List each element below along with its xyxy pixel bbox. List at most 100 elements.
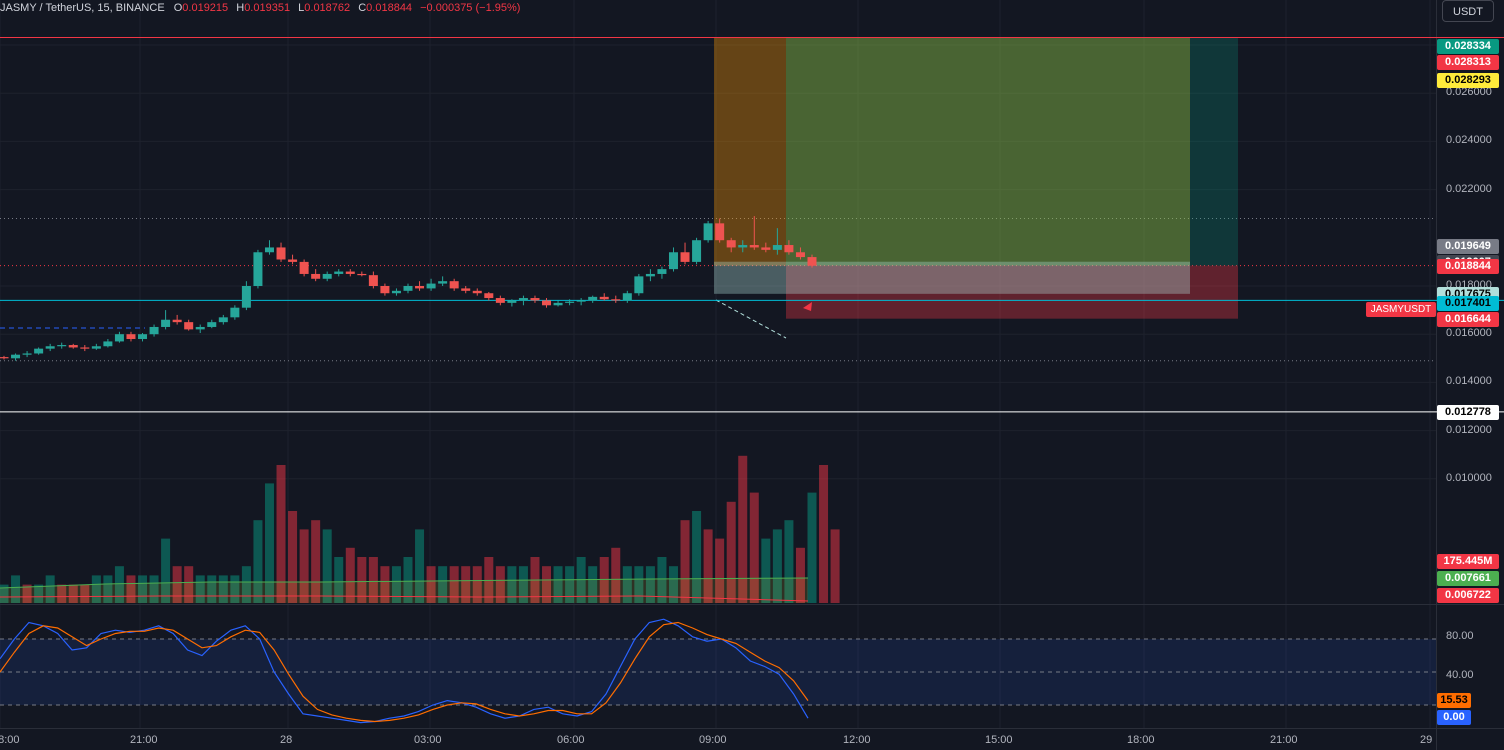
low-value: 0.018762: [304, 2, 351, 14]
candle-body: [565, 301, 575, 303]
volume-bar: [495, 566, 505, 603]
time-tick: 29: [1420, 734, 1433, 746]
candle-body: [668, 252, 678, 270]
time-tick: 12:00: [843, 734, 871, 746]
candle-body: [0, 357, 9, 359]
candle-body: [518, 298, 528, 301]
time-tick: 28: [280, 734, 293, 746]
candle-body: [172, 319, 182, 323]
volume-bar: [91, 575, 101, 603]
oscillator-badge: 15.53: [1437, 693, 1471, 708]
volume-bar: [195, 575, 205, 603]
time-tick: 21:00: [1270, 734, 1298, 746]
price-badge: 0.017401: [1437, 296, 1499, 312]
volume-bar: [207, 575, 217, 603]
candle-body: [784, 245, 794, 253]
volume-bar: [299, 529, 309, 603]
candle-body: [449, 281, 459, 289]
price-badge: 0.018844: [1437, 258, 1499, 274]
candle-body: [738, 245, 748, 248]
volume-bar: [819, 465, 829, 603]
volume-bar: [253, 520, 263, 603]
candle-body: [542, 300, 552, 306]
price-badge: 0.028313: [1437, 55, 1499, 70]
high-label: H: [236, 2, 245, 14]
volume-bar: [692, 511, 702, 603]
candle-body: [311, 273, 321, 279]
volume-bar: [622, 566, 632, 603]
high-value: 0.019351: [244, 2, 291, 14]
candle-body: [299, 261, 309, 274]
candle-body: [807, 257, 817, 266]
stoch-band: [0, 639, 1436, 705]
price-tick: 0.010000: [1446, 471, 1492, 484]
price-badge: 0.016644: [1437, 311, 1499, 327]
volume-bar: [34, 584, 44, 603]
oscillator-tick: 40.00: [1446, 669, 1474, 681]
candle-body: [334, 271, 344, 274]
last-candle-arrow: [803, 302, 812, 311]
price-tick: 0.026000: [1446, 86, 1492, 99]
low-label: L: [298, 2, 305, 14]
volume-bar: [80, 584, 90, 603]
candle-body: [68, 345, 78, 348]
volume-bar: [57, 584, 67, 603]
volume-bar: [380, 566, 390, 603]
candle-body: [91, 346, 101, 349]
volume-ma-area: [0, 578, 808, 603]
volume-bar: [218, 575, 228, 603]
price-tick: 0.014000: [1446, 375, 1492, 388]
time-tick: 18:00: [1127, 734, 1155, 746]
volume-ma-line-2: [0, 595, 809, 602]
volume-bar: [772, 529, 782, 603]
volume-bar: [22, 584, 32, 603]
position-entry-zone: [714, 37, 786, 266]
volume-badge: 0.007661: [1437, 571, 1499, 586]
candle-body: [611, 299, 621, 301]
volume-bar: [795, 547, 805, 603]
volume-bar: [449, 566, 459, 603]
candle-body: [461, 288, 471, 291]
candle-body: [57, 345, 67, 347]
volume-bar: [415, 529, 425, 603]
volume-badge: 175.445M: [1437, 554, 1499, 569]
volume-bar: [149, 575, 159, 603]
volume-bar: [334, 557, 344, 603]
candle-body: [149, 326, 159, 335]
candle-body: [276, 247, 286, 260]
candle-body: [680, 252, 690, 262]
candle-body: [80, 347, 90, 349]
currency-unit-button[interactable]: USDT: [1442, 0, 1494, 22]
time-tick: 15:00: [985, 734, 1013, 746]
volume-bar: [565, 566, 575, 603]
candle-body: [288, 259, 298, 262]
oscillator-badge: 0.00: [1437, 710, 1471, 725]
volume-bar: [461, 566, 471, 603]
open-label: O: [173, 2, 183, 14]
change-value: −0.000375 (−1.95%): [420, 2, 521, 14]
candle-body: [195, 326, 205, 330]
volume-bar: [553, 566, 563, 603]
candle-body: [622, 293, 632, 301]
volume-bar: [438, 566, 448, 603]
volume-bar: [0, 584, 9, 603]
volume-bar: [126, 575, 136, 603]
volume-bar: [391, 566, 401, 603]
volume-bar: [103, 575, 113, 603]
volume-bar: [230, 575, 240, 603]
volume-bar: [784, 520, 794, 603]
volume-bar: [276, 465, 286, 603]
take-profit-extension: [1190, 37, 1238, 266]
volume-bar: [138, 575, 148, 603]
volume-bar: [657, 557, 667, 603]
candle-body: [438, 281, 448, 284]
candle-body: [230, 307, 240, 318]
volume-bar: [507, 566, 517, 603]
volume-bar: [738, 455, 748, 603]
oscillator-tick: 80.00: [1446, 630, 1474, 642]
candle-body: [322, 273, 332, 279]
candle-body: [530, 298, 540, 301]
candle-body: [726, 240, 736, 248]
candle-body: [184, 322, 194, 330]
